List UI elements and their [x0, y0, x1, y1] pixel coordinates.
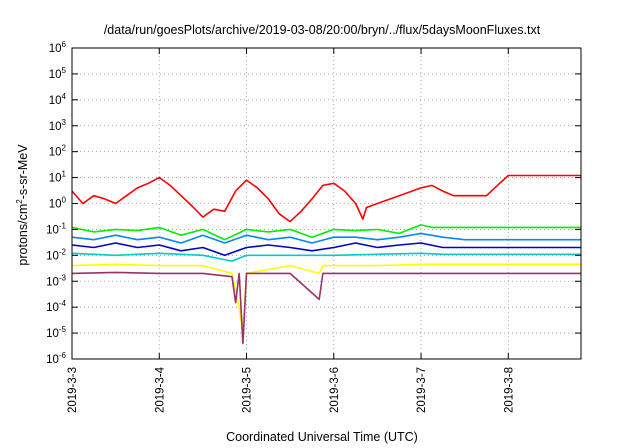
y-tick-label: 10-6 [46, 351, 66, 366]
y-tick-label: 103 [49, 118, 67, 133]
series-line-7 [71, 271, 581, 345]
y-tick-label: 10-1 [46, 221, 66, 236]
y-tick-label: 10-3 [46, 273, 66, 288]
series-line-3 [71, 232, 581, 244]
y-tick-label: 104 [49, 92, 67, 107]
y-axis-title-prefix: protons/cm [16, 204, 30, 266]
series-line-4 [71, 242, 581, 257]
series-line-1 [71, 174, 581, 223]
y-tick-label: 10-2 [46, 247, 66, 262]
series-line-6 [71, 263, 581, 334]
y-axis-title-exponent: 2 [15, 199, 24, 204]
y-tick-label: 106 [49, 40, 67, 55]
x-tick-label: 2019-3-7 [416, 367, 428, 413]
chart-title: /data/run/goesPlots/archive/2019-03-08/2… [104, 23, 541, 37]
x-tick-label: 2019-3-6 [329, 367, 341, 413]
x-tick-label: 2019-3-3 [67, 367, 79, 413]
axis-ticks: 10-6 10-5 10-4 10-3 10-2 10-1 100 101 102 103 104 1… [46, 40, 581, 413]
y-tick-label: 105 [49, 66, 67, 81]
y-axis-title: protons/cm2-s-sr-MeV [15, 144, 30, 266]
x-tick-label: 2019-3-8 [503, 367, 515, 413]
x-tick-label: 2019-3-4 [154, 366, 166, 413]
y-tick-label: 102 [49, 144, 67, 159]
y-tick-label: 10-5 [46, 325, 66, 340]
x-axis-title: Coordinated Universal Time (UTC) [226, 430, 418, 444]
y-tick-label: 100 [49, 196, 67, 211]
series-line-5 [71, 252, 581, 262]
plot-lines [71, 174, 581, 345]
y-tick-label: 101 [49, 170, 67, 185]
y-axis-title-suffix: -s-sr-MeV [16, 144, 30, 200]
grid [72, 48, 581, 359]
x-tick-label: 2019-3-5 [242, 367, 254, 413]
series-line-2 [71, 224, 581, 241]
y-tick-label: 10-4 [46, 299, 66, 314]
